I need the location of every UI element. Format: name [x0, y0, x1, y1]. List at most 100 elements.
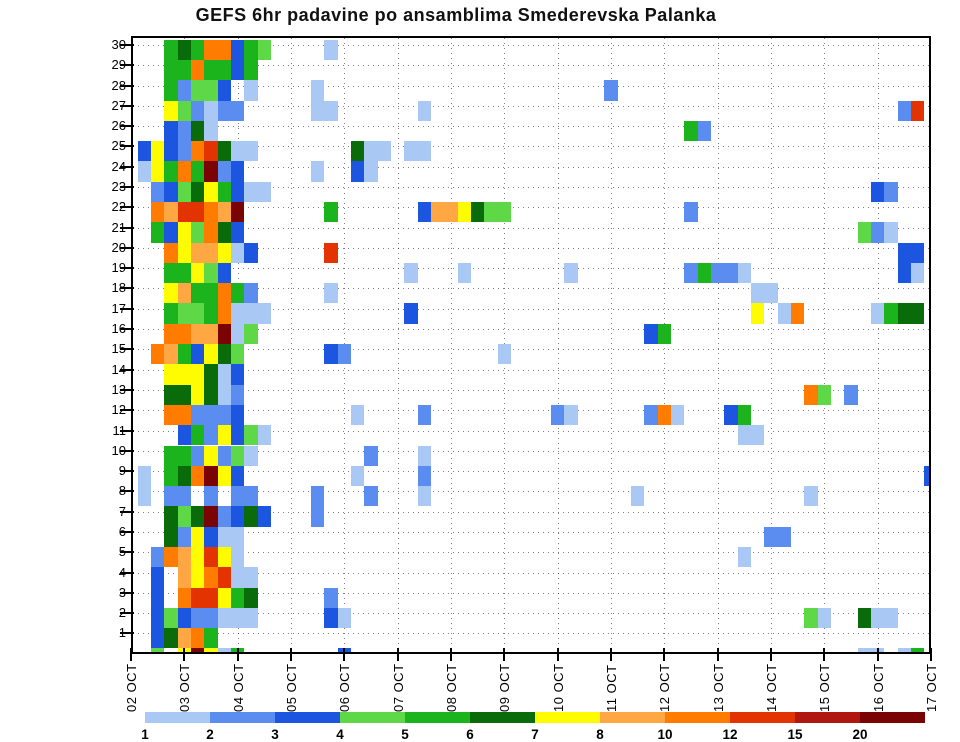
y-axis-label: 10 [111, 442, 126, 458]
x-axis-label: 17 OCT [923, 663, 939, 712]
heatmap-cell [311, 486, 325, 507]
x-tick [503, 648, 506, 661]
heatmap-cell [191, 39, 205, 60]
heatmap-cell [217, 323, 232, 345]
heatmap-cell [164, 100, 178, 121]
y-tick [120, 104, 134, 107]
heatmap-cell [151, 141, 165, 162]
colorbar-segment [405, 712, 470, 723]
heatmap-cell [764, 283, 778, 304]
y-axis-label: 26 [111, 118, 126, 134]
heatmap-cell [657, 323, 672, 345]
v-gridline [610, 38, 612, 652]
heatmap-cell [151, 344, 165, 365]
colorbar-segment [665, 712, 730, 723]
colorbar-segment [470, 712, 535, 723]
heatmap-cell [191, 303, 205, 324]
h-gridline [133, 389, 929, 391]
y-axis-label: 16 [111, 321, 126, 337]
heatmap-cell [217, 80, 232, 101]
heatmap-cell [244, 242, 258, 263]
heatmap-cell [191, 262, 205, 284]
heatmap-cell [737, 546, 752, 568]
heatmap-cell [164, 404, 178, 426]
heatmap-cell [231, 425, 245, 446]
colorbar-segment [600, 712, 665, 723]
heatmap-cell [231, 526, 245, 547]
heatmap-cell [217, 283, 232, 304]
colorbar-label: 15 [787, 727, 803, 742]
heatmap-cell [204, 344, 218, 365]
colorbar-legend [145, 712, 925, 723]
y-axis-label: 18 [111, 280, 126, 296]
heatmap-cell [177, 120, 192, 142]
x-tick [343, 648, 346, 661]
y-tick [120, 206, 134, 209]
plot-frame [131, 36, 931, 654]
heatmap-cell [231, 607, 245, 629]
colorbar-label: 8 [596, 727, 604, 742]
heatmap-cell [177, 567, 192, 588]
heatmap-cell [177, 222, 192, 243]
heatmap-cell [204, 80, 218, 101]
x-axis-label: 10 OCT [550, 663, 566, 712]
heatmap-cell [177, 486, 192, 507]
heatmap-cell [177, 445, 192, 466]
heatmap-cell [164, 283, 178, 304]
x-tick [823, 648, 826, 661]
heatmap-cell [884, 607, 898, 629]
heatmap-cell [244, 607, 258, 629]
heatmap-cell [204, 404, 218, 426]
h-gridline [133, 105, 929, 107]
heatmap-cell [804, 607, 818, 629]
heatmap-cell [231, 181, 245, 202]
y-tick [120, 510, 134, 513]
heatmap-cell [164, 364, 178, 385]
heatmap-cell [697, 262, 712, 284]
heatmap-cell [217, 262, 232, 284]
heatmap-cell [191, 465, 205, 487]
heatmap-cell [484, 202, 498, 223]
heatmap-cell [417, 465, 432, 487]
heatmap-cell [417, 445, 432, 466]
heatmap-cell [217, 526, 232, 547]
heatmap-cell [177, 303, 192, 324]
h-gridline [133, 329, 929, 331]
heatmap-cell [217, 425, 232, 446]
heatmap-cell [204, 567, 218, 588]
heatmap-cell [191, 445, 205, 466]
heatmap-cell [204, 465, 218, 487]
x-axis-label: 14 OCT [763, 663, 779, 712]
heatmap-cell [871, 607, 885, 629]
heatmap-cell [217, 141, 232, 162]
x-axis-label: 03 OCT [177, 663, 193, 712]
colorbar-segment [535, 712, 600, 723]
heatmap-cell [151, 567, 165, 588]
heatmap-cell [191, 364, 205, 385]
h-gridline [133, 288, 929, 290]
heatmap-cell [324, 39, 338, 60]
h-gridline [133, 146, 929, 148]
heatmap-cell [164, 323, 178, 345]
heatmap-cell [177, 384, 192, 405]
heatmap-cell [364, 141, 378, 162]
heatmap-cell [564, 262, 578, 284]
heatmap-cell [644, 404, 658, 426]
heatmap-cell [164, 486, 178, 507]
y-tick [120, 267, 134, 270]
page-title: GEFS 6hr padavine po ansamblima Smederev… [195, 5, 717, 25]
v-gridline [557, 38, 559, 652]
heatmap-cell [244, 445, 258, 466]
y-tick [120, 145, 134, 148]
y-tick [120, 348, 134, 351]
heatmap-cell [231, 344, 245, 365]
y-tick [120, 551, 134, 554]
heatmap-cell [204, 546, 218, 568]
colorbar-label: 10 [657, 727, 673, 742]
heatmap-cell [897, 100, 912, 121]
heatmap-cell [217, 100, 232, 121]
y-tick [120, 328, 134, 331]
heatmap-cell [164, 526, 178, 547]
heatmap-cell [204, 384, 218, 405]
y-axis-label: 22 [111, 199, 126, 215]
